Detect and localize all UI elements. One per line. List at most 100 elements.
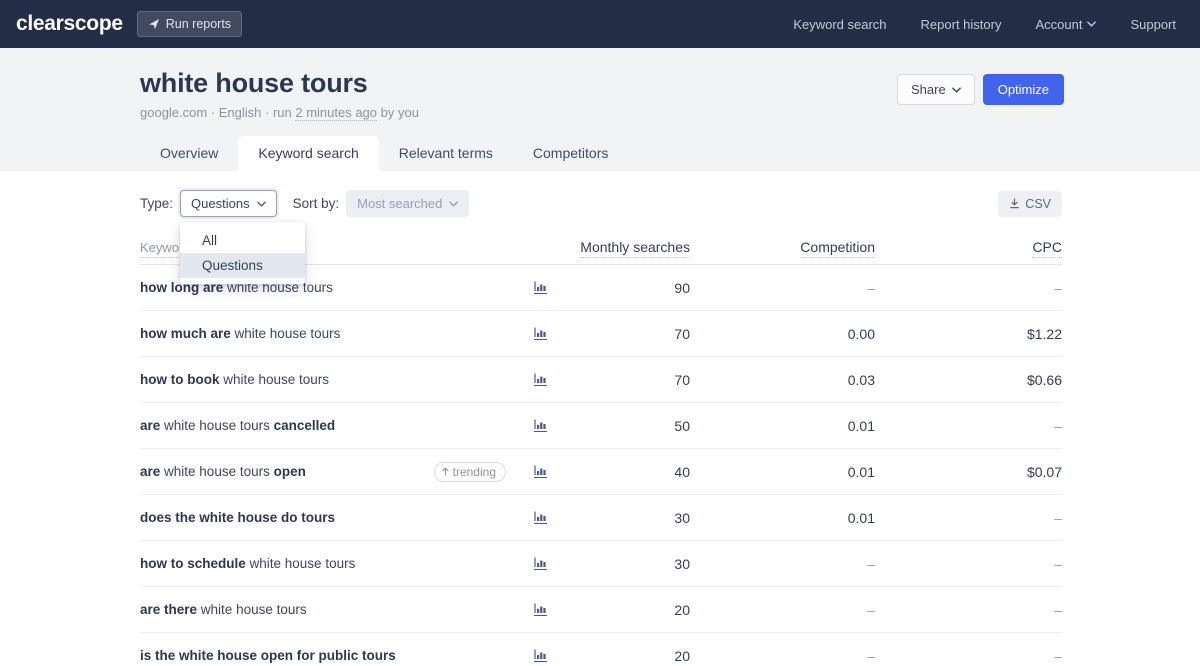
keyword-text: how to book white house tours — [140, 372, 330, 387]
bar-chart-icon[interactable] — [533, 465, 547, 478]
trending-label: trending — [452, 464, 496, 479]
table-row: are there white house tours 20 – – — [140, 587, 1062, 633]
keyword-cell[interactable]: is the white house open for public tours — [140, 648, 520, 663]
monthly-searches-cell: 70 — [674, 371, 690, 388]
bar-chart-icon[interactable] — [533, 649, 547, 662]
monthly-searches-cell: 20 — [674, 601, 690, 618]
arrow-up-icon — [442, 467, 449, 476]
cpc-cell: – — [1054, 279, 1062, 296]
nav-links: Keyword search Report history Account Su… — [793, 17, 1176, 32]
nav-item-support[interactable]: Support — [1130, 16, 1176, 32]
competition-cell: – — [867, 279, 875, 296]
competition-cell: 0.00 — [847, 325, 875, 342]
keyword-text: are there white house tours — [140, 602, 307, 617]
keyword-text: are white house tours open — [140, 464, 306, 479]
competition-cell: 0.03 — [847, 371, 875, 388]
optimize-button[interactable]: Optimize — [982, 74, 1064, 105]
keyword-cell[interactable]: does the white house do tours — [140, 510, 520, 525]
keyword-cell[interactable]: are white house tours open trending — [140, 461, 520, 482]
keyword-cell[interactable]: how to book white house tours — [140, 372, 520, 387]
sort-filter-label: Sort by: — [292, 196, 340, 211]
cpc-cell: – — [1054, 555, 1062, 572]
table-row: does the white house do tours 30 0.01 – — [140, 495, 1062, 541]
table-row: how to book white house tours 70 0.03 $0… — [140, 357, 1062, 403]
bar-chart-icon[interactable] — [533, 373, 547, 386]
table-row: are white house tours open trending 40 0… — [140, 449, 1062, 495]
keyword-text: does the white house do tours — [140, 510, 336, 525]
sort-dropdown[interactable]: Most searched — [346, 190, 470, 217]
monthly-searches-cell: 70 — [674, 325, 690, 342]
report-meta: google.com · English · run 2 minutes ago… — [140, 105, 419, 121]
competition-cell: – — [867, 601, 875, 618]
keyword-table-header: Keyword Monthly searches Competition CPC — [140, 231, 1062, 265]
nav-item-account[interactable]: Account — [1035, 17, 1097, 32]
cpc-cell: – — [1054, 601, 1062, 618]
bar-chart-icon[interactable] — [533, 603, 547, 616]
download-icon — [1009, 198, 1020, 209]
column-header-cpc: CPC — [875, 239, 1062, 258]
run-time-link[interactable]: 2 minutes ago — [295, 105, 378, 121]
bar-chart-icon[interactable] — [533, 419, 547, 432]
keyword-text: is the white house open for public tours — [140, 648, 396, 663]
run-reports-label: Run reports — [165, 17, 232, 31]
keyword-table: Keyword Monthly searches Competition CPC… — [140, 231, 1062, 666]
menu-item-all[interactable]: All — [202, 233, 218, 248]
report-header: white house tours google.com · English ·… — [0, 48, 1200, 171]
keyword-cell[interactable]: how much are white house tours — [140, 326, 520, 341]
keyword-text: how to schedule white house tours — [140, 556, 356, 571]
nav-item-report-history[interactable]: Report history — [920, 16, 1002, 32]
cpc-cell: – — [1054, 417, 1062, 434]
monthly-searches-cell: 40 — [674, 463, 690, 480]
competition-cell: 0.01 — [847, 509, 875, 526]
table-row: how much are white house tours 70 0.00 $… — [140, 311, 1062, 357]
table-row: are white house tours cancelled 50 0.01 … — [140, 403, 1062, 449]
column-header-competition: Competition — [690, 239, 875, 258]
tab-competitors[interactable]: Competitors — [532, 145, 609, 161]
cpc-cell: $0.07 — [1026, 463, 1062, 480]
cpc-cell: – — [1054, 509, 1062, 526]
bar-chart-icon[interactable] — [533, 281, 547, 294]
cpc-cell: $1.22 — [1026, 325, 1062, 342]
run-reports-button[interactable]: Run reports — [136, 11, 243, 37]
cpc-cell: $0.66 — [1026, 371, 1062, 388]
chevron-down-icon — [449, 200, 459, 207]
chevron-down-icon — [951, 86, 961, 93]
competition-cell: 0.01 — [847, 417, 875, 434]
tab-relevant-terms[interactable]: Relevant terms — [398, 145, 493, 161]
page-title: white house tours — [140, 68, 368, 98]
keyword-cell[interactable]: are there white house tours — [140, 602, 520, 617]
chevron-down-icon — [256, 200, 266, 207]
keyword-text: are white house tours cancelled — [140, 418, 336, 433]
competition-cell: – — [867, 555, 875, 572]
bar-chart-icon[interactable] — [533, 327, 547, 340]
column-header-keyword: Keyword — [140, 239, 520, 258]
filter-bar: Type: Questions All Questions Sort by: M… — [140, 190, 1062, 284]
bar-chart-icon[interactable] — [533, 511, 547, 524]
table-row: how to schedule white house tours 30 – – — [140, 541, 1062, 587]
keyword-table-body: how long are white house tours 90 – – ho… — [140, 265, 1062, 666]
tab-keyword-search[interactable]: Keyword search — [238, 136, 379, 171]
type-filter-label: Type: — [140, 196, 174, 211]
csv-export-button[interactable]: CSV — [998, 190, 1062, 217]
keyword-search-panel: Type: Questions All Questions Sort by: M… — [0, 190, 1200, 666]
monthly-searches-cell: 20 — [674, 647, 690, 664]
bar-chart-icon[interactable] — [533, 557, 547, 570]
chevron-down-icon — [1087, 21, 1097, 27]
paper-plane-icon — [148, 18, 160, 30]
report-tabs: Overview Keyword search Relevant terms C… — [0, 136, 1200, 171]
monthly-searches-cell: 30 — [674, 555, 690, 572]
nav-item-keyword-search[interactable]: Keyword search — [793, 16, 887, 32]
brand-logo[interactable]: clearscope — [16, 12, 123, 35]
tab-overview[interactable]: Overview — [160, 145, 219, 161]
menu-item-questions[interactable]: Questions — [180, 253, 306, 278]
keyword-text: how much are white house tours — [140, 326, 341, 341]
competition-cell: 0.01 — [847, 463, 875, 480]
table-row: how long are white house tours 90 – – — [140, 265, 1062, 311]
share-button[interactable]: Share — [897, 74, 975, 105]
competition-cell: – — [867, 647, 875, 664]
monthly-searches-cell: 90 — [674, 279, 690, 296]
table-row: is the white house open for public tours… — [140, 633, 1062, 666]
keyword-cell[interactable]: how to schedule white house tours — [140, 556, 520, 571]
type-dropdown[interactable]: Questions — [180, 190, 277, 217]
keyword-cell[interactable]: are white house tours cancelled — [140, 418, 520, 433]
